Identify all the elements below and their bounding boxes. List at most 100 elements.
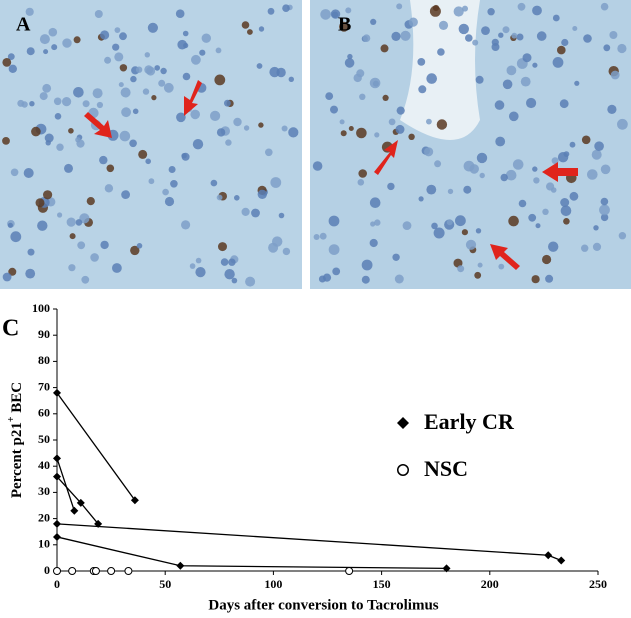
cell <box>479 172 485 179</box>
cell <box>75 137 81 143</box>
cell <box>561 38 569 47</box>
cell <box>494 100 505 110</box>
cells <box>2 2 628 287</box>
cell <box>552 14 560 22</box>
y-label-text: Percent p21 <box>9 422 25 498</box>
cell <box>369 197 381 208</box>
cell <box>121 190 130 200</box>
cell <box>245 276 256 287</box>
cell <box>228 258 236 266</box>
cell <box>210 110 221 121</box>
cell <box>600 164 611 175</box>
cell <box>463 185 472 194</box>
cell <box>563 218 570 225</box>
cell <box>426 118 432 125</box>
x-tick-label: 50 <box>159 577 171 591</box>
cell <box>569 141 576 148</box>
cell <box>25 268 36 279</box>
cell <box>7 53 15 60</box>
cell <box>361 275 370 284</box>
cell <box>542 254 552 265</box>
y-tick-label: 0 <box>44 563 50 577</box>
y-tick-label: 60 <box>38 406 50 420</box>
cell <box>532 62 538 68</box>
cell <box>90 253 99 262</box>
x-tick-label: 250 <box>589 577 607 591</box>
cell <box>374 219 381 226</box>
cell <box>458 23 469 35</box>
cell <box>344 58 355 68</box>
y-label-after: BEC <box>9 382 25 417</box>
cell <box>509 111 519 122</box>
cell <box>436 119 448 130</box>
cell <box>132 108 139 115</box>
cell <box>500 173 508 182</box>
cell <box>447 188 454 195</box>
cell <box>312 161 323 171</box>
cell <box>607 104 617 114</box>
cell <box>424 147 434 157</box>
cell <box>288 127 299 138</box>
cell <box>370 221 376 227</box>
circle-marker <box>68 567 77 575</box>
arrows <box>84 80 578 270</box>
cell <box>114 27 121 33</box>
diamond-marker <box>130 496 139 505</box>
diamond-marker <box>53 472 61 481</box>
diamond-marker <box>76 498 85 507</box>
diamond-marker <box>176 561 185 570</box>
cell <box>319 232 327 240</box>
cell <box>408 133 415 140</box>
y-tick-label: 50 <box>38 432 50 446</box>
x-tick-label: 100 <box>264 577 282 591</box>
cell <box>498 263 505 270</box>
cell <box>394 274 404 284</box>
cell <box>581 244 589 252</box>
cell <box>477 262 483 268</box>
cell <box>104 56 112 64</box>
cell <box>313 234 320 240</box>
cell <box>8 267 17 276</box>
cell <box>130 75 137 83</box>
y-tick-label: 90 <box>38 327 50 341</box>
cell <box>86 197 95 206</box>
cell <box>320 9 331 20</box>
cell <box>557 45 566 55</box>
cell <box>136 243 143 249</box>
cell <box>216 128 226 137</box>
cell <box>68 128 74 134</box>
cell <box>164 196 175 207</box>
cell <box>347 53 353 60</box>
cell <box>455 215 466 227</box>
cell <box>231 277 238 284</box>
cell <box>472 39 479 46</box>
cell <box>154 65 160 71</box>
cell <box>520 76 531 87</box>
cell <box>433 227 445 239</box>
cell <box>288 76 294 83</box>
cell <box>426 73 438 84</box>
arrow <box>490 244 520 270</box>
cell <box>374 132 380 138</box>
cell <box>129 139 137 148</box>
cell <box>532 5 542 16</box>
cell <box>437 48 445 56</box>
diamond-marker <box>442 564 451 573</box>
cell <box>560 198 570 207</box>
cell <box>563 151 570 158</box>
cell <box>251 208 260 218</box>
cell <box>31 126 41 137</box>
cell <box>502 79 513 90</box>
cell <box>215 47 222 54</box>
cell <box>73 87 84 98</box>
cell <box>457 265 465 273</box>
cell <box>462 5 468 12</box>
cell <box>195 267 206 278</box>
cell <box>92 88 103 99</box>
cell <box>256 63 263 69</box>
cell <box>498 32 504 38</box>
cell <box>465 239 477 250</box>
diamond-marker <box>557 556 566 565</box>
cell <box>39 34 50 45</box>
cell <box>135 66 143 73</box>
